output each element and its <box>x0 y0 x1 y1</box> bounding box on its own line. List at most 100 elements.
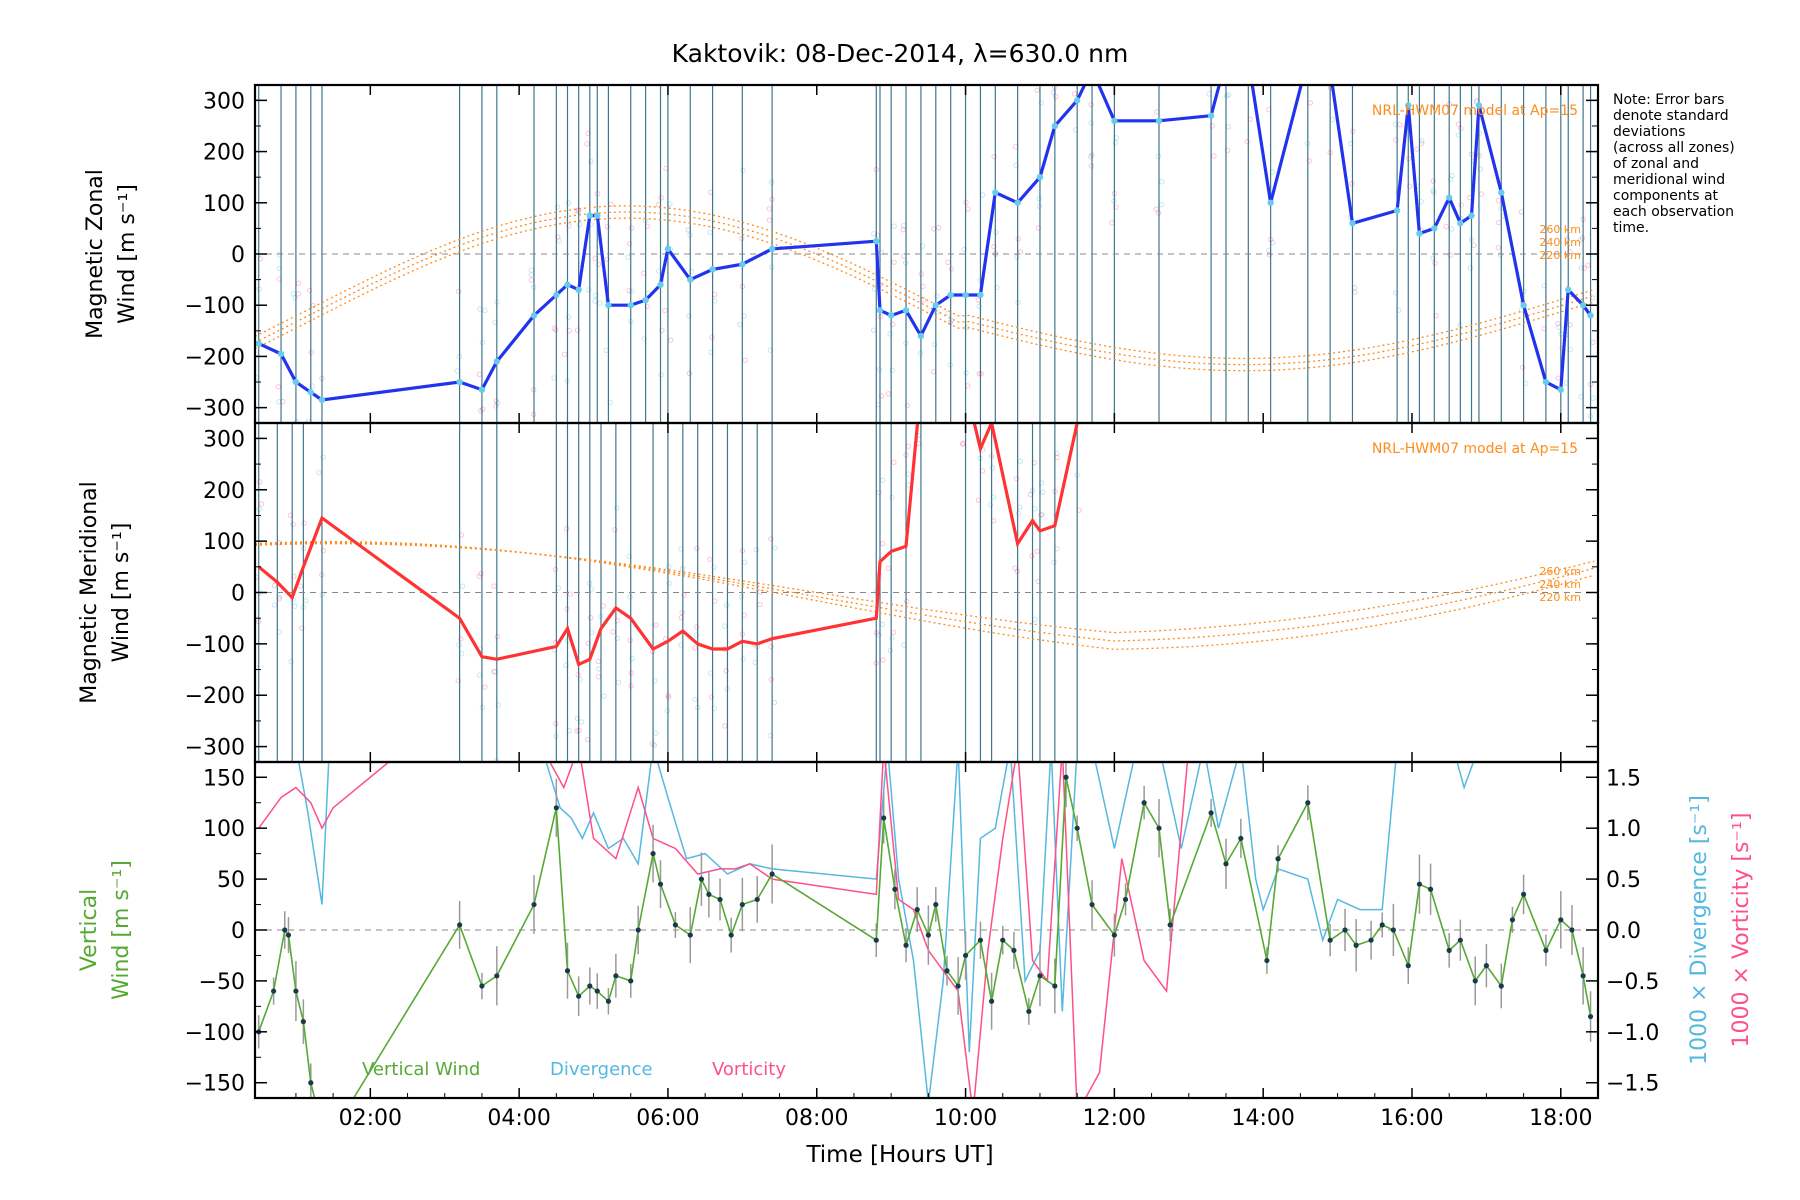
vertical-point <box>914 907 920 913</box>
y2-tick-label: 1.0 <box>1606 817 1641 842</box>
y-tick-label: 50 <box>217 868 245 893</box>
vertical-point <box>564 968 571 974</box>
zone-sample-point <box>491 583 497 589</box>
zone-sample-point <box>991 244 997 250</box>
zone-sample-point <box>879 477 886 483</box>
zone-sample-point <box>935 224 942 231</box>
zone-sample-point <box>1158 201 1165 208</box>
zone-sample-point <box>724 602 730 608</box>
zone-sample-point <box>1430 255 1436 261</box>
zone-sample-point <box>961 337 965 341</box>
x-tick-label: 08:00 <box>785 1106 848 1131</box>
zone-sample-point <box>889 635 895 641</box>
zone-sample-point <box>686 370 693 377</box>
vertical-point <box>576 993 582 999</box>
zone-sample-point <box>1270 240 1276 246</box>
zone-sample-point <box>604 256 611 262</box>
zone-sample-point <box>1246 29 1250 33</box>
zone-sample-point <box>1038 75 1042 79</box>
zone-sample-point <box>740 656 746 662</box>
zone-sample-point <box>1348 140 1354 147</box>
zone-sample-point <box>1245 68 1249 72</box>
y-tick-label: 200 <box>203 141 245 166</box>
zone-sample-point <box>978 370 984 377</box>
zonal-point <box>1457 220 1464 227</box>
vertical-point <box>285 932 292 938</box>
model-altitude-label: 220 km <box>1539 249 1581 262</box>
zone-sample-point <box>271 582 278 589</box>
vertical-point <box>1122 896 1129 903</box>
y-tick-label: 200 <box>203 479 245 504</box>
zone-sample-point <box>976 303 982 309</box>
zonal-point <box>709 266 716 273</box>
zone-sample-point <box>528 277 535 283</box>
zonal-point <box>564 281 571 288</box>
zonal-point <box>768 245 776 253</box>
zone-sample-point <box>693 632 700 638</box>
zone-sample-point <box>1211 153 1217 159</box>
zone-sample-point <box>658 371 664 378</box>
zone-sample-point <box>1430 178 1437 184</box>
y-tick-label: −100 <box>185 294 245 319</box>
vertical-point <box>457 922 463 928</box>
zone-sample-point <box>905 443 912 449</box>
zonal-point <box>1475 102 1483 109</box>
zonal-point <box>605 302 612 309</box>
zone-sample-point <box>890 321 896 328</box>
zone-sample-point <box>889 494 895 501</box>
vertical-point <box>587 983 593 989</box>
zonal-point <box>1579 302 1587 309</box>
zone-sample-point <box>1112 140 1118 146</box>
zone-sample-point <box>1458 202 1464 208</box>
zone-sample-point <box>614 635 621 641</box>
y-axis-label-line: Wind [m s⁻¹] <box>109 860 134 1000</box>
zone-sample-point <box>1224 76 1228 80</box>
zone-sample-point <box>1014 254 1020 260</box>
zonal-point <box>1393 207 1401 214</box>
zone-sample-point <box>1555 375 1561 381</box>
vertical-point <box>1509 917 1516 923</box>
zone-sample-point <box>738 593 745 600</box>
vertical-point <box>628 978 634 984</box>
zone-sample-point <box>965 206 971 212</box>
zone-sample-point <box>578 719 585 725</box>
zonal-point <box>739 261 746 268</box>
zonal-point <box>478 386 486 393</box>
y-tick-label: −100 <box>185 633 245 658</box>
zone-sample-point <box>629 655 635 662</box>
zone-sample-point <box>887 647 894 654</box>
zone-sample-point <box>574 715 581 722</box>
zone-sample-point <box>477 408 484 414</box>
zone-sample-point <box>563 662 569 668</box>
zonal-point <box>887 312 895 319</box>
zone-sample-point <box>1329 116 1336 123</box>
zone-sample-point <box>1330 6 1334 10</box>
vertical-point <box>944 968 950 974</box>
vertical-point <box>1037 973 1043 979</box>
vertical-point <box>1368 937 1374 943</box>
zone-sample-point <box>1544 424 1548 428</box>
zone-sample-point <box>653 622 659 628</box>
zone-sample-point <box>494 400 501 406</box>
zonal-point <box>255 340 262 347</box>
zone-sample-point <box>904 598 910 605</box>
zonal-points <box>255 97 1594 404</box>
vertical-point <box>892 886 898 892</box>
zone-sample-point <box>694 545 700 552</box>
zone-sample-point <box>1017 504 1023 511</box>
vertical-point <box>293 988 299 994</box>
y-tick-label: 100 <box>203 530 245 555</box>
y-axis-label-line: Wind [m s⁻¹] <box>109 523 134 663</box>
zone-sample-point <box>495 702 502 708</box>
zone-sample-point <box>994 284 1000 291</box>
zone-sample-point <box>1393 137 1399 143</box>
x-tick-label: 10:00 <box>934 1106 997 1131</box>
zone-sample-point <box>476 672 483 678</box>
zone-sample-point <box>1467 265 1473 271</box>
zone-sample-point <box>891 259 897 265</box>
zone-sample-point <box>979 192 986 198</box>
zone-sample-point <box>290 521 296 528</box>
zone-sample-point <box>625 254 631 261</box>
vertical-point <box>553 805 559 811</box>
zone-sample-point <box>1012 565 1018 571</box>
